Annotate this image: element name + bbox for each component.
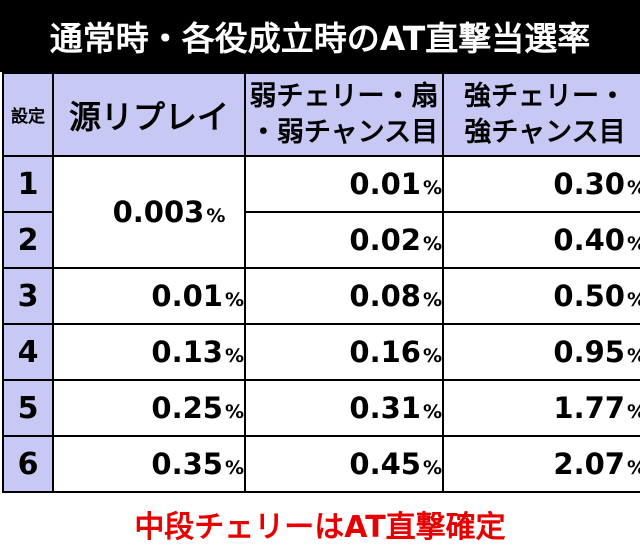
setting-cell: 3 (2, 267, 54, 325)
rate-value: 0.25 (151, 391, 223, 425)
percent-sign: % (422, 233, 442, 255)
gen-replay-cell: 0.01% (52, 267, 246, 325)
rate-value: 0.40 (553, 223, 625, 257)
weak-cherry-cell: 0.16% (244, 323, 444, 381)
table-row: 2 0.02% 0.40% (2, 211, 640, 269)
rate-value: 2.07 (553, 447, 625, 481)
weak-cherry-cell: 0.08% (244, 267, 444, 325)
header-strong-line1: 強チェリー・ (464, 80, 626, 112)
percent-sign: % (224, 345, 244, 367)
setting-cell: 5 (2, 379, 54, 437)
percent-sign: % (627, 401, 640, 423)
percent-sign: % (224, 457, 244, 479)
percent-sign: % (627, 457, 640, 479)
percent-sign: % (422, 457, 442, 479)
rate-value: 0.50 (553, 279, 625, 313)
rate-value: 0.95 (553, 335, 625, 369)
table-row: 3 0.01% 0.08% 0.50% (2, 267, 640, 325)
table-row: 1 0.003% 0.01% 0.30% (2, 155, 640, 269)
rate-value: 0.01 (151, 279, 223, 313)
percent-sign: % (422, 177, 442, 199)
header-gen-replay: 源リプレイ (52, 72, 246, 157)
header-weak-cherry: 弱チェリー・扇 ・弱チャンス目 (244, 72, 444, 157)
gen-replay-cell: 0.35% (52, 435, 246, 493)
strong-cherry-cell: 0.50% (442, 267, 640, 325)
percent-sign: % (206, 205, 226, 227)
setting-cell: 6 (2, 435, 54, 493)
rate-value: 0.13 (151, 335, 223, 369)
strong-cherry-cell: 2.07% (442, 435, 640, 493)
header-weak-line2: ・弱チャンス目 (249, 116, 439, 148)
percent-sign: % (627, 177, 640, 199)
rate-value: 0.003 (112, 195, 205, 229)
header-weak-line1: 弱チェリー・扇 (249, 80, 439, 112)
footnote: 中段チェリーはAT直撃確定 (134, 510, 506, 545)
table-row: 4 0.13% 0.16% 0.95% (2, 323, 640, 381)
strong-cherry-cell: 0.95% (442, 323, 640, 381)
rate-value: 0.31 (349, 391, 421, 425)
header-setting: 設定 (2, 72, 54, 157)
weak-cherry-cell: 0.45% (244, 435, 444, 493)
rate-value: 0.08 (349, 279, 421, 313)
setting-cell: 1 (2, 155, 54, 213)
rate-value: 0.30 (553, 167, 625, 201)
percent-sign: % (422, 289, 442, 311)
table-row: 6 0.35% 0.45% 2.07% (2, 435, 640, 493)
weak-cherry-cell: 0.01% (244, 155, 444, 213)
strong-cherry-cell: 0.30% (442, 155, 640, 213)
strong-cherry-cell: 0.40% (442, 211, 640, 269)
percent-sign: % (422, 345, 442, 367)
percent-sign: % (627, 345, 640, 367)
gen-replay-cell: 0.003% (52, 155, 246, 269)
rate-value: 0.35 (151, 447, 223, 481)
percent-sign: % (422, 401, 442, 423)
rate-value: 0.01 (349, 167, 421, 201)
setting-cell: 4 (2, 323, 54, 381)
gen-replay-cell: 0.25% (52, 379, 246, 437)
percent-sign: % (224, 289, 244, 311)
at-hit-rate-table: 設定 源リプレイ 弱チェリー・扇 ・弱チャンス目 強チェリー・ 強チャンス目 1… (2, 72, 640, 493)
weak-cherry-cell: 0.31% (244, 379, 444, 437)
setting-cell: 2 (2, 211, 54, 269)
weak-cherry-cell: 0.02% (244, 211, 444, 269)
header-strong-cherry: 強チェリー・ 強チャンス目 (442, 72, 640, 157)
percent-sign: % (627, 233, 640, 255)
rate-value: 1.77 (553, 391, 625, 425)
percent-sign: % (224, 401, 244, 423)
rate-value: 0.45 (349, 447, 421, 481)
gen-replay-cell: 0.13% (52, 323, 246, 381)
page-title: 通常時・各役成立時のAT直撃当選率 (0, 0, 640, 72)
percent-sign: % (627, 289, 640, 311)
table-header-row: 設定 源リプレイ 弱チェリー・扇 ・弱チャンス目 強チェリー・ 強チャンス目 (2, 72, 640, 157)
strong-cherry-cell: 1.77% (442, 379, 640, 437)
rate-value: 0.02 (349, 223, 421, 257)
header-strong-line2: 強チャンス目 (464, 116, 626, 148)
rate-value: 0.16 (349, 335, 421, 369)
table-row: 5 0.25% 0.31% 1.77% (2, 379, 640, 437)
